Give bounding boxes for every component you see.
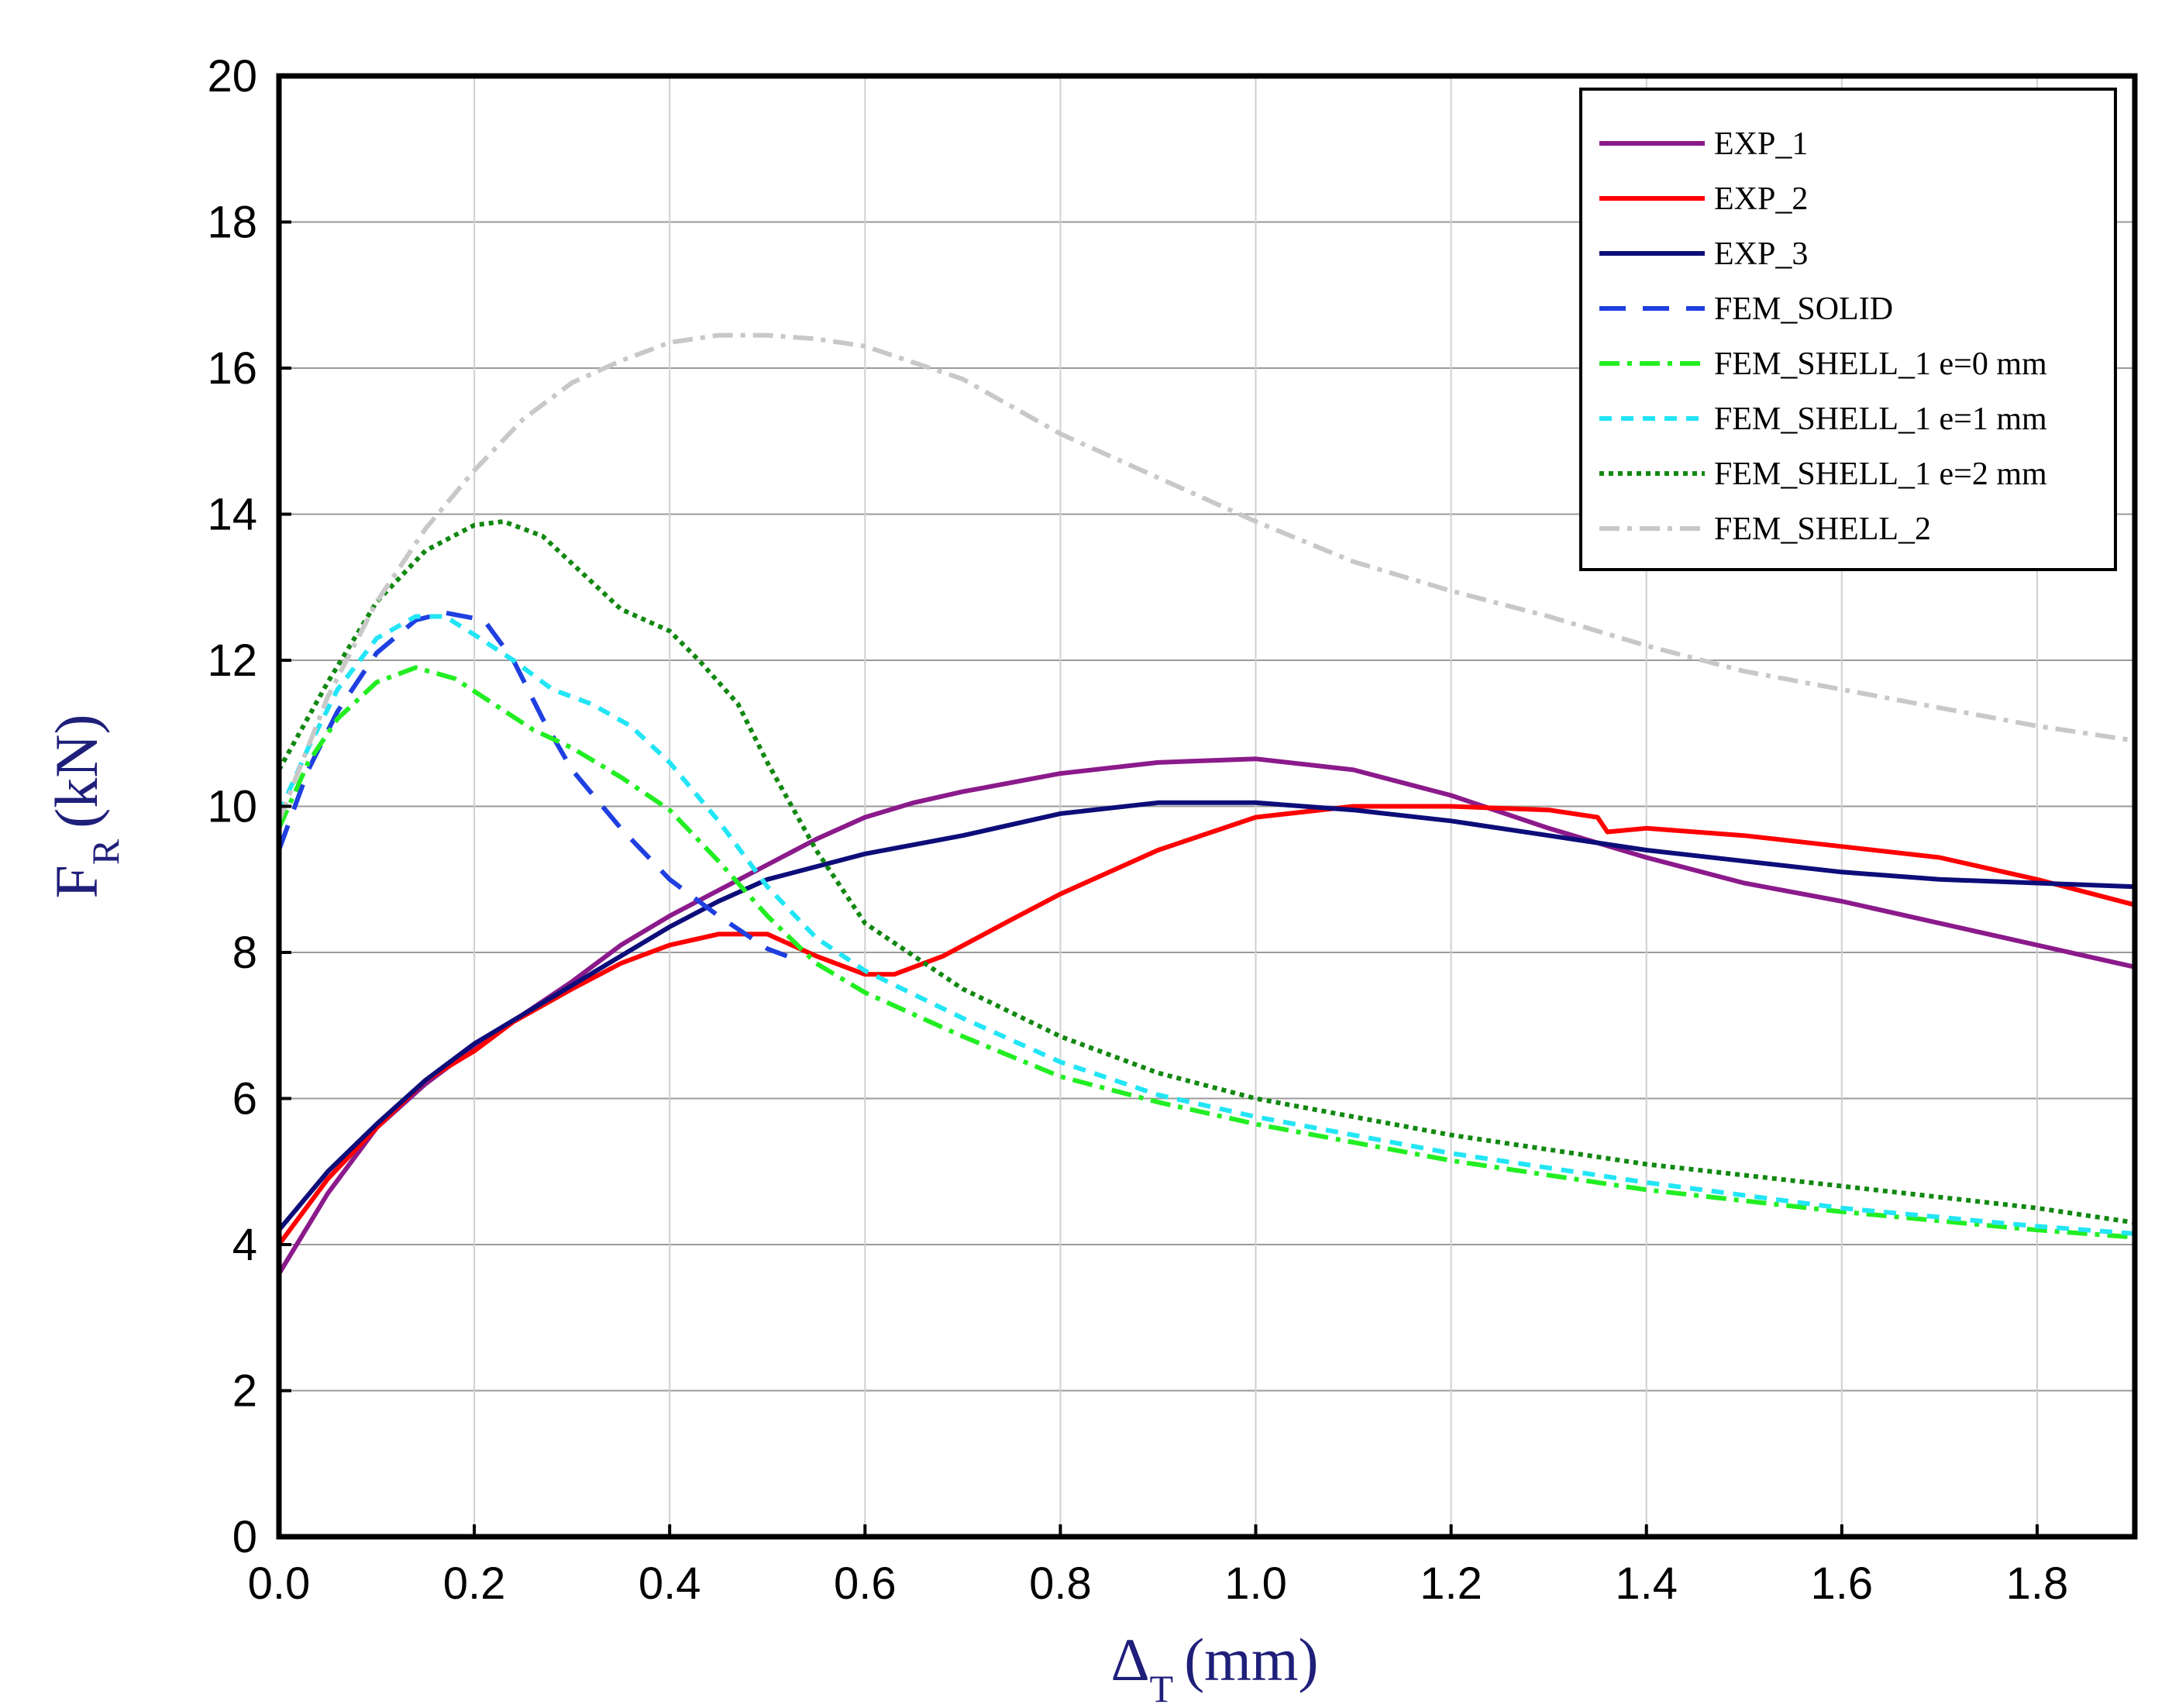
legend: EXP_1 EXP_2 EXP_3 FEM_SOLID FEM_SHELL_1 e=0 … bbox=[1579, 88, 2117, 571]
series-line-fem-shell-2 bbox=[277, 332, 2136, 822]
x-axis-title-unit: (mm) bbox=[1184, 1626, 1318, 1693]
x-tick-label: 0.6 bbox=[834, 1558, 897, 1609]
x-tick-label: 0.0 bbox=[248, 1558, 311, 1609]
legend-label: EXP_3 bbox=[1714, 236, 1808, 272]
legend-box bbox=[1579, 88, 2117, 571]
x-tick-label: 1.8 bbox=[2006, 1558, 2069, 1609]
y-tick-label: 6 bbox=[232, 1074, 257, 1124]
series-lines bbox=[277, 332, 2136, 1276]
legend-label: EXP_1 bbox=[1714, 126, 1808, 162]
x-axis-title-main: Δ bbox=[1110, 1626, 1149, 1693]
y-axis-title-unit: (kN) bbox=[43, 714, 110, 828]
legend-label: FEM_SHELL_1 e=2 mm bbox=[1714, 456, 2047, 492]
series-line-fem-shell-1-e-1-mm bbox=[277, 614, 2136, 1236]
y-tick-label: 16 bbox=[207, 343, 257, 394]
y-axis-title: FR (kN) bbox=[43, 714, 127, 898]
x-tick-label: 1.2 bbox=[1420, 1558, 1482, 1609]
y-tick-label: 4 bbox=[232, 1220, 257, 1270]
x-tick-label: 1.0 bbox=[1224, 1558, 1287, 1609]
legend-items: EXP_1 EXP_2 EXP_3 FEM_SOLID FEM_SHELL_1 e=0 … bbox=[1599, 126, 2047, 547]
series-line-fem-shell-1-e-2-mm bbox=[277, 518, 2136, 1225]
x-axis-title-sub: T bbox=[1150, 1667, 1174, 1704]
legend-label: FEM_SHELL_1 e=0 mm bbox=[1714, 346, 2047, 382]
x-tick-label: 0.8 bbox=[1029, 1558, 1092, 1609]
y-tick-label: 0 bbox=[232, 1512, 257, 1562]
series-line-exp-3 bbox=[277, 800, 2136, 1232]
x-tick-label: 0.2 bbox=[443, 1558, 506, 1609]
y-axis-title-sub: R bbox=[84, 839, 127, 865]
y-axis-title-group: FR (kN) bbox=[43, 714, 127, 898]
y-axis-ticks: 0 2 4 6 8 10 12 14 16 18 20 bbox=[207, 51, 291, 1562]
y-tick-label: 14 bbox=[207, 490, 257, 540]
legend-label: EXP_2 bbox=[1714, 181, 1808, 217]
y-tick-label: 10 bbox=[207, 782, 257, 832]
x-axis-title: ΔT (mm) bbox=[1110, 1626, 1318, 1704]
y-tick-label: 12 bbox=[207, 635, 257, 686]
series-line-fem-shell-1-e-0-mm bbox=[277, 665, 2136, 1240]
x-tick-label: 0.4 bbox=[639, 1558, 701, 1609]
legend-label: FEM_SHELL_1 e=1 mm bbox=[1714, 401, 2047, 437]
x-tick-label: 1.4 bbox=[1615, 1558, 1678, 1609]
x-tick-label: 1.6 bbox=[1811, 1558, 1874, 1609]
y-tick-label: 2 bbox=[232, 1366, 257, 1417]
y-tick-label: 18 bbox=[207, 198, 257, 248]
y-tick-label: 20 bbox=[207, 51, 257, 102]
legend-label: FEM_SHELL_2 bbox=[1714, 511, 1931, 547]
y-tick-label: 8 bbox=[232, 928, 257, 978]
x-axis-ticks: 0.0 0.2 0.4 0.6 0.8 1.0 1.2 1.4 1.6 1.8 bbox=[248, 1524, 2069, 1609]
y-axis-title-main: F bbox=[43, 865, 110, 898]
legend-label: FEM_SOLID bbox=[1714, 291, 1893, 327]
